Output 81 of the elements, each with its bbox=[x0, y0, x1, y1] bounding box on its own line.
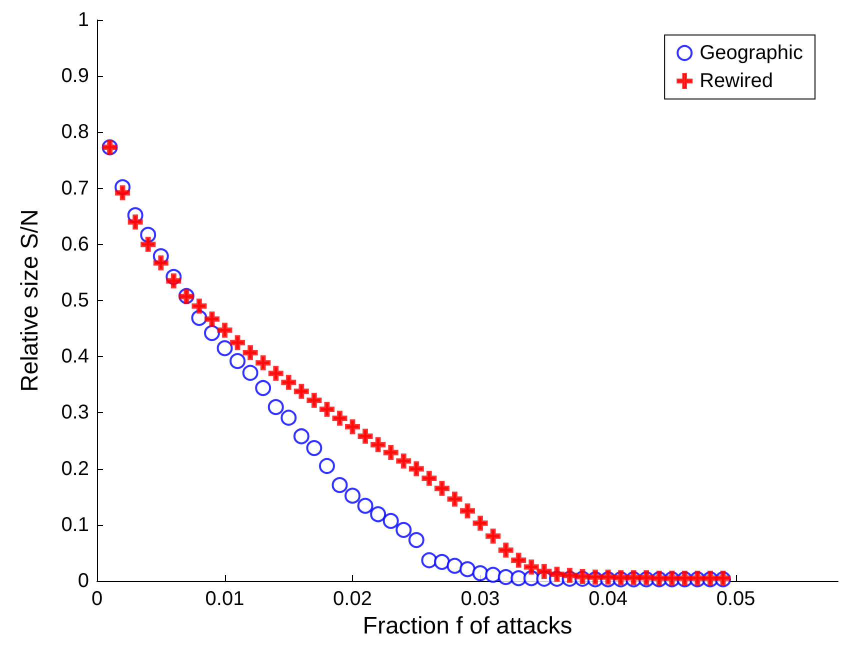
point bbox=[446, 558, 463, 574]
point bbox=[434, 554, 450, 570]
point bbox=[408, 532, 424, 548]
point bbox=[562, 568, 578, 583]
point bbox=[280, 410, 297, 426]
point bbox=[408, 461, 424, 476]
legend-label: Rewired bbox=[700, 70, 773, 92]
point bbox=[332, 410, 348, 426]
y-axis-title: Relative size S/N bbox=[16, 209, 44, 392]
point bbox=[510, 570, 527, 586]
point bbox=[230, 335, 246, 350]
point bbox=[294, 384, 309, 399]
point bbox=[434, 480, 450, 496]
point bbox=[472, 516, 488, 531]
x-tick-label: 0.01 bbox=[205, 588, 244, 610]
point bbox=[472, 565, 488, 582]
y-tick-label: 0.5 bbox=[61, 290, 89, 312]
legend-label: Geographic bbox=[700, 42, 804, 64]
point bbox=[230, 353, 246, 370]
y-tick-label: 1 bbox=[78, 9, 89, 31]
x-axis-title: Fraction f of attacks bbox=[362, 612, 572, 640]
y-tick-label: 0.1 bbox=[61, 514, 89, 536]
x-tick-label: 0.03 bbox=[460, 588, 500, 610]
x-tick-label: 0.04 bbox=[588, 588, 628, 610]
point bbox=[217, 322, 232, 338]
point bbox=[498, 542, 514, 558]
point bbox=[511, 552, 526, 568]
y-tick-label: 0.2 bbox=[61, 458, 89, 480]
point bbox=[153, 255, 168, 270]
point bbox=[192, 298, 207, 314]
point bbox=[536, 564, 552, 579]
x-tick-label: 0.05 bbox=[716, 588, 756, 610]
point bbox=[383, 445, 398, 460]
point bbox=[422, 470, 437, 486]
point bbox=[357, 498, 374, 514]
point bbox=[396, 522, 412, 538]
y-tick-label: 0.4 bbox=[61, 346, 89, 368]
point bbox=[115, 185, 130, 200]
point bbox=[382, 512, 399, 529]
y-tick-label: 0.7 bbox=[61, 177, 89, 200]
point bbox=[140, 236, 156, 252]
point bbox=[486, 528, 501, 544]
point bbox=[549, 566, 564, 582]
point bbox=[447, 492, 462, 507]
point bbox=[128, 214, 143, 230]
point bbox=[242, 364, 258, 381]
point bbox=[524, 559, 539, 574]
point bbox=[460, 503, 475, 518]
point bbox=[256, 355, 271, 370]
point bbox=[345, 419, 360, 434]
point bbox=[396, 453, 412, 468]
point bbox=[306, 392, 322, 408]
point bbox=[498, 569, 514, 586]
y-tick-label: 0.3 bbox=[61, 402, 89, 424]
point bbox=[268, 366, 284, 381]
point bbox=[344, 488, 361, 504]
point bbox=[318, 458, 335, 474]
y-tick-label: 0.6 bbox=[61, 233, 89, 256]
point bbox=[370, 506, 386, 522]
point bbox=[204, 312, 220, 327]
point bbox=[421, 552, 438, 568]
point bbox=[485, 566, 502, 583]
point bbox=[255, 380, 272, 396]
y-tick-label: 0 bbox=[78, 570, 89, 592]
point bbox=[306, 440, 322, 456]
point bbox=[358, 428, 373, 444]
y-tick-label: 0.9 bbox=[61, 65, 89, 88]
point bbox=[204, 325, 220, 342]
point bbox=[281, 374, 296, 390]
y-tick-label: 0.8 bbox=[61, 121, 89, 144]
point bbox=[293, 428, 310, 444]
point bbox=[319, 402, 334, 417]
point bbox=[332, 477, 348, 494]
point bbox=[216, 340, 233, 356]
x-tick-label: 0.02 bbox=[333, 588, 372, 610]
point bbox=[268, 399, 284, 416]
point bbox=[242, 345, 258, 360]
point bbox=[166, 273, 182, 288]
x-tick-label: 0 bbox=[91, 588, 103, 610]
point bbox=[460, 561, 476, 578]
point bbox=[370, 437, 386, 452]
